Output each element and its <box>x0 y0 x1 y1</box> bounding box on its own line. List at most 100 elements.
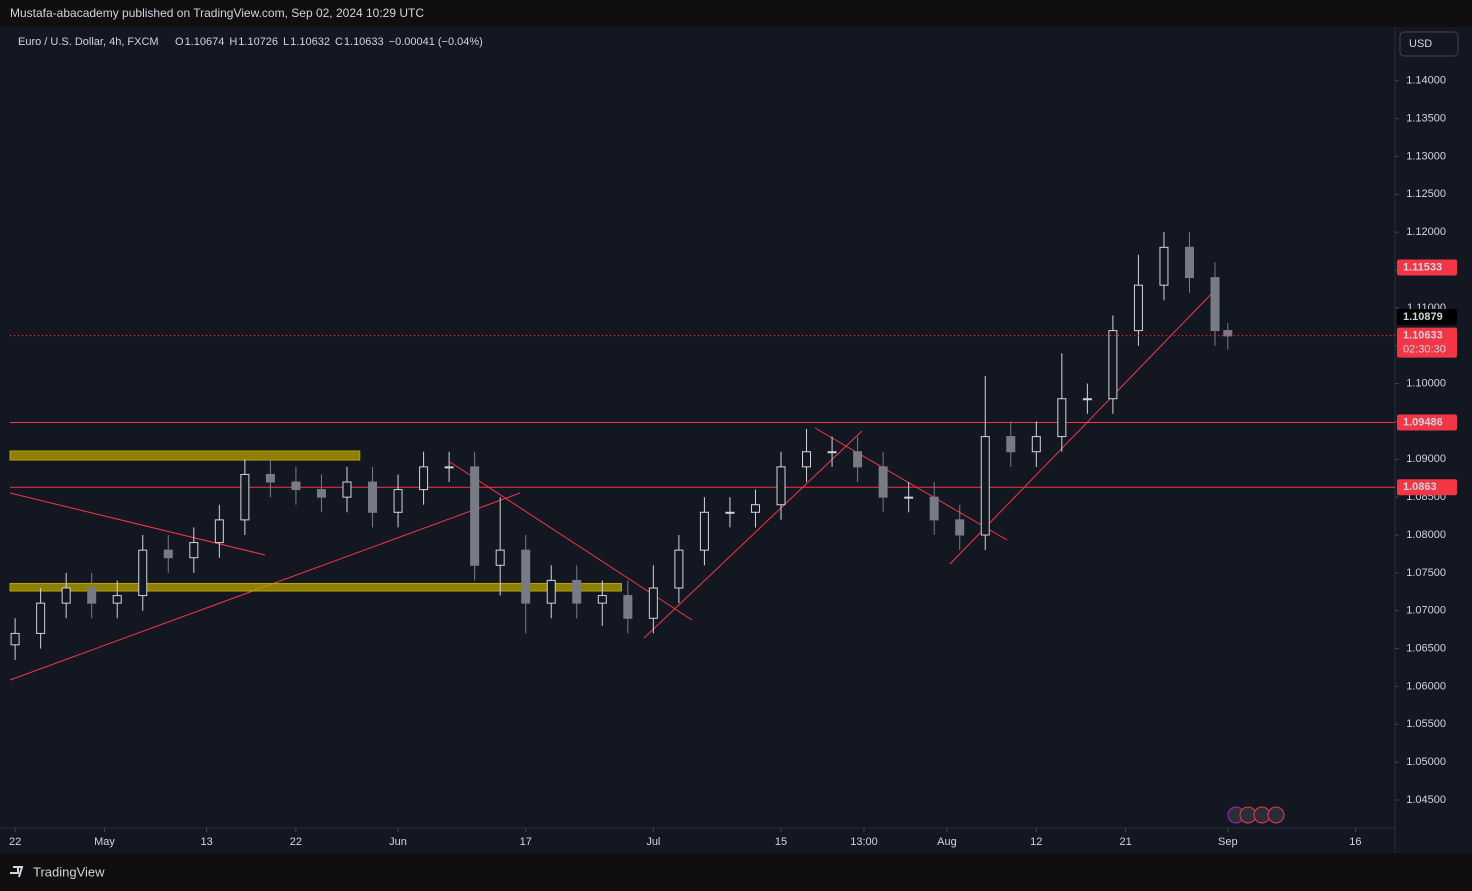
symbol: Euro / U.S. Dollar, 4h, FXCM <box>18 36 159 48</box>
candle-body <box>1159 246 1169 286</box>
y-tick-label: 1.06000 <box>1406 680 1446 692</box>
event-icons <box>1227 806 1285 824</box>
y-tick-label: 1.12500 <box>1406 188 1446 200</box>
candle-body <box>1133 284 1143 332</box>
ohlc-key: H <box>229 36 237 48</box>
candle-body <box>1184 246 1194 279</box>
candle-body <box>546 579 556 604</box>
plot <box>9 232 1395 660</box>
level-label-bg <box>1397 479 1457 496</box>
event-icon <box>1267 806 1285 824</box>
ohlc-value: 1.10674 <box>185 36 225 48</box>
candle-body <box>725 511 735 514</box>
candle-body <box>1210 277 1220 332</box>
x-tick-label: 21 <box>1120 836 1132 848</box>
currency-button[interactable] <box>1399 31 1459 57</box>
marker-label-bg <box>1397 259 1457 276</box>
last-price-label-bg <box>1397 327 1457 358</box>
candle-body <box>240 473 250 521</box>
candle-body <box>699 511 709 551</box>
candle-body <box>291 481 301 491</box>
y-tick-label: 1.13000 <box>1406 150 1446 162</box>
last-price-label: 1.10633 <box>1403 330 1443 342</box>
x-tick-label: 22 <box>9 836 21 848</box>
y-tick-label: 1.04500 <box>1406 794 1446 806</box>
prev-close-label-bg <box>1397 309 1457 326</box>
x-tick-label: Jun <box>389 836 407 848</box>
candle-body <box>163 549 173 559</box>
candle-body <box>853 451 863 468</box>
y-tick-label: 1.05000 <box>1406 756 1446 768</box>
candle-body <box>929 496 939 521</box>
y-tick-label: 1.07000 <box>1406 605 1446 617</box>
y-tick-label: 1.05500 <box>1406 718 1446 730</box>
candle-body <box>393 489 403 513</box>
candle-body <box>1031 436 1041 453</box>
ohlc-change: −0.00041 (−0.04%) <box>389 36 483 48</box>
trend-line <box>9 492 266 556</box>
y-tick-label: 1.10000 <box>1406 377 1446 389</box>
prev-close-label: 1.10879 <box>1403 311 1443 323</box>
candle-body <box>265 473 275 483</box>
candle-body <box>419 466 429 491</box>
candle-body <box>827 451 837 454</box>
candle-body <box>495 549 505 566</box>
level-label: 1.0863 <box>1403 481 1437 493</box>
candle-body <box>470 466 480 566</box>
trend-line <box>643 430 863 639</box>
ohlc-legend: O 1.10674 H 1.10726 L 1.10632 C 1.10633 −0.00041… <box>175 36 483 48</box>
x-tick-label: Sep <box>1218 836 1238 848</box>
x-tick-label: 15 <box>775 836 787 848</box>
candle-body <box>648 587 658 619</box>
candle-body <box>61 587 71 604</box>
candle-body <box>189 542 199 559</box>
y-tick-label: 1.12000 <box>1406 226 1446 238</box>
ohlc-value: 1.10632 <box>290 36 330 48</box>
level-label-bg <box>1397 414 1457 431</box>
candle-body <box>674 549 684 589</box>
candle-body <box>1223 330 1233 337</box>
candle-body <box>802 451 812 468</box>
candle-body <box>368 481 378 513</box>
candle-body <box>878 466 888 498</box>
x-tick-label: 13 <box>200 836 212 848</box>
candle-body <box>214 519 224 544</box>
x-tick-label: 22 <box>290 836 302 848</box>
footer-bar <box>0 853 1472 891</box>
candle-body <box>138 549 148 597</box>
x-tick-label: 17 <box>520 836 532 848</box>
ohlc-value: 1.10633 <box>344 36 384 48</box>
y-tick-label: 1.13500 <box>1406 113 1446 125</box>
y-tick-label: 1.09000 <box>1406 453 1446 465</box>
candle-body <box>1057 398 1067 438</box>
candle-body <box>597 595 607 604</box>
published: Mustafa-abacademy published on TradingVi… <box>10 6 424 20</box>
candle-body <box>444 466 454 469</box>
x-tick-label: 13:00 <box>850 836 878 848</box>
candle-body <box>955 519 965 536</box>
candle-body <box>1006 436 1016 453</box>
candle-body <box>980 436 990 536</box>
logo <box>10 866 24 878</box>
x-tick-label: May <box>94 836 115 848</box>
y-tick-label: 1.07500 <box>1406 567 1446 579</box>
candle-body <box>87 587 97 604</box>
axes: 1.04500 1.05000 1.05500 1.06000 1.06500 1.070… <box>9 75 1457 848</box>
brand: TradingView <box>33 864 105 879</box>
candle-body <box>750 504 760 513</box>
ohlc-key: L <box>283 36 289 48</box>
y-tick-label: 1.14000 <box>1406 75 1446 87</box>
zone <box>9 450 361 461</box>
currency[interactable]: USD <box>1409 38 1432 50</box>
y-tick-label: 1.08000 <box>1406 529 1446 541</box>
ohlc-key: C <box>335 36 343 48</box>
x-tick-label: Jul <box>646 836 660 848</box>
ohlc-value: 1.10726 <box>238 36 278 48</box>
candle-body <box>1082 398 1092 401</box>
x-tick-label: 16 <box>1349 836 1361 848</box>
y-tick-label: 1.06500 <box>1406 642 1446 654</box>
x-tick-label: 12 <box>1030 836 1042 848</box>
